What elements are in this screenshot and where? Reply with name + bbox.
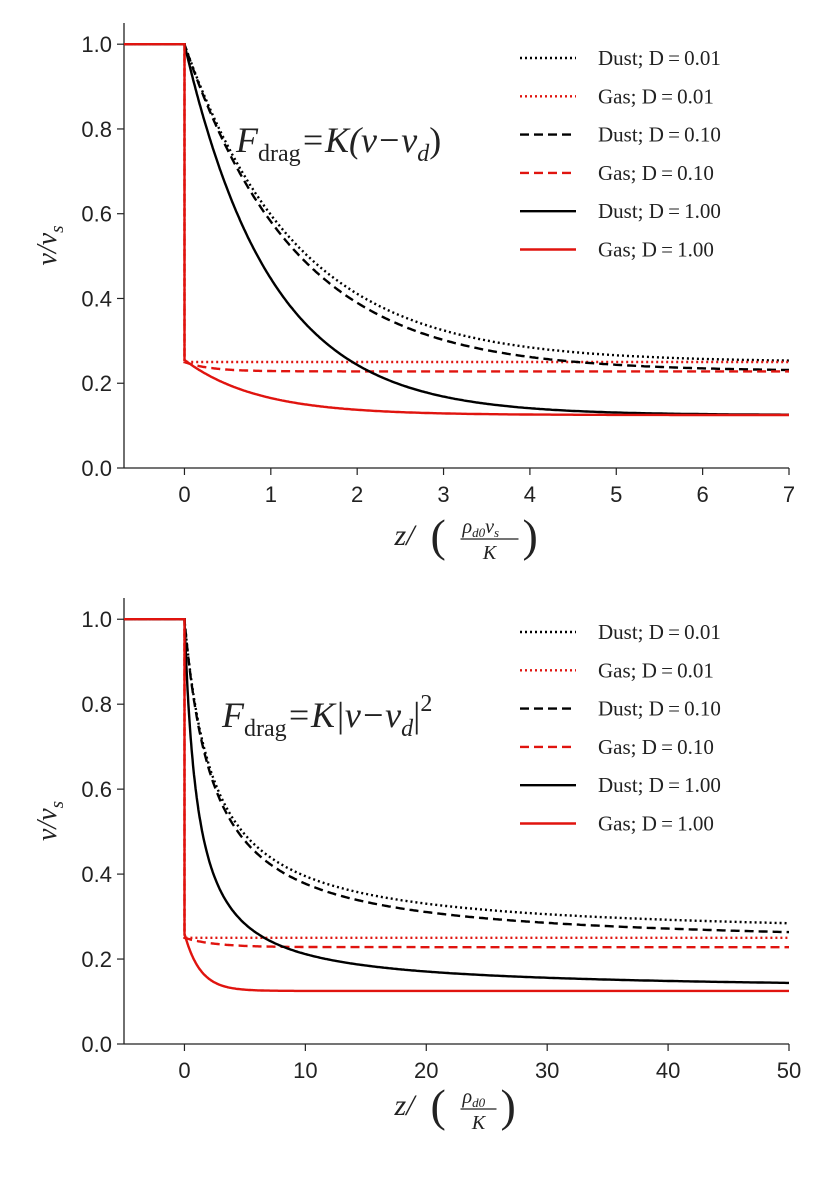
svg-text:z/: z/ xyxy=(394,1089,418,1122)
legend-label: Gas; D = 1.00 xyxy=(598,812,714,836)
chart-1: 0.0 0.2 0.4 0.6 0.8 1.0 0 1 2 3 4 5 6 7 v/vs z/ ( ρd0vsK)… xyxy=(32,23,795,564)
x-tick-label: 10 xyxy=(293,1058,317,1083)
legend-label: Gas; D = 0.01 xyxy=(598,84,714,108)
svg-text:): ) xyxy=(523,510,538,561)
legend-label: Gas; D = 0.01 xyxy=(598,658,714,682)
legend-label: Dust; D = 1.00 xyxy=(598,773,721,797)
y-tick-label: 1.0 xyxy=(81,32,112,57)
y-tick-label: 0.2 xyxy=(81,371,112,396)
series-line-5 xyxy=(124,618,789,985)
series-line-4 xyxy=(124,618,789,949)
legend-label: Dust; D = 0.01 xyxy=(598,46,721,70)
x-tick-label: 1 xyxy=(265,482,277,507)
svg-text:ρd0: ρd0 xyxy=(462,1086,486,1110)
x-tick-label: 6 xyxy=(697,482,709,507)
y-tick-label: 1.0 xyxy=(81,607,112,632)
svg-text:K: K xyxy=(482,542,498,564)
y-axis-label: v/vs xyxy=(32,225,68,265)
series-line-2 xyxy=(124,618,789,939)
legend-label: Dust; D = 0.10 xyxy=(598,697,721,721)
legend: Dust; D = 0.01 Gas; D = 0.01 Dust; D = 0.1… xyxy=(520,46,721,262)
y-tick-label: 0.4 xyxy=(81,286,112,311)
series-line-3 xyxy=(124,618,789,934)
x-tick-label: 2 xyxy=(351,482,363,507)
y-tick-label: 0.0 xyxy=(81,1032,112,1057)
y-tick-label: 0.0 xyxy=(81,456,112,481)
y-tick-label: 0.8 xyxy=(81,692,112,717)
svg-text:K: K xyxy=(471,1112,487,1134)
y-tick-label: 0.8 xyxy=(81,117,112,142)
x-tick-label: 5 xyxy=(610,482,622,507)
legend-label: Gas; D = 0.10 xyxy=(598,735,714,759)
equation-annotation: Fdrag=K|v−vd|2 xyxy=(221,691,432,742)
legend-label: Dust; D = 0.01 xyxy=(598,620,721,644)
series-line-6 xyxy=(124,43,789,417)
x-tick-label: 30 xyxy=(535,1058,559,1083)
svg-text:): ) xyxy=(501,1080,516,1131)
x-tick-label: 3 xyxy=(437,482,449,507)
legend-label: Dust; D = 0.10 xyxy=(598,123,721,147)
svg-text:(: ( xyxy=(431,510,446,561)
x-tick-label: 7 xyxy=(783,482,795,507)
x-tick-label: 50 xyxy=(777,1058,801,1083)
svg-text:(: ( xyxy=(431,1080,446,1131)
y-axis-label: v/vs xyxy=(32,801,68,841)
series-line-1 xyxy=(124,618,789,925)
legend-label: Dust; D = 1.00 xyxy=(598,199,721,223)
equation-annotation: Fdrag=K(v−vd) xyxy=(235,120,441,167)
series-line-5 xyxy=(124,43,789,416)
x-tick-label: 40 xyxy=(656,1058,680,1083)
chart-2: 0.0 0.2 0.4 0.6 0.8 1.0 0 10 20 30 40 50 v/vs z/ ( ρd0K… xyxy=(32,598,801,1134)
series-line-6 xyxy=(124,618,789,993)
y-tick-label: 0.4 xyxy=(81,862,112,887)
series-line-2 xyxy=(124,43,789,364)
x-tick-label: 0 xyxy=(178,1058,190,1083)
x-tick-label: 0 xyxy=(178,482,190,507)
svg-text:ρd0vs: ρd0vs xyxy=(462,516,500,540)
series-line-4 xyxy=(124,43,789,373)
y-tick-label: 0.6 xyxy=(81,777,112,802)
svg-text:z/: z/ xyxy=(394,519,418,552)
x-tick-label: 20 xyxy=(414,1058,438,1083)
legend-label: Gas; D = 1.00 xyxy=(598,238,714,262)
x-tick-label: 4 xyxy=(524,482,536,507)
legend-label: Gas; D = 0.10 xyxy=(598,161,714,185)
legend: Dust; D = 0.01 Gas; D = 0.01 Dust; D = 0.1… xyxy=(520,620,721,836)
y-tick-label: 0.6 xyxy=(81,202,112,227)
y-tick-label: 0.2 xyxy=(81,947,112,972)
series-line-3 xyxy=(124,43,789,372)
